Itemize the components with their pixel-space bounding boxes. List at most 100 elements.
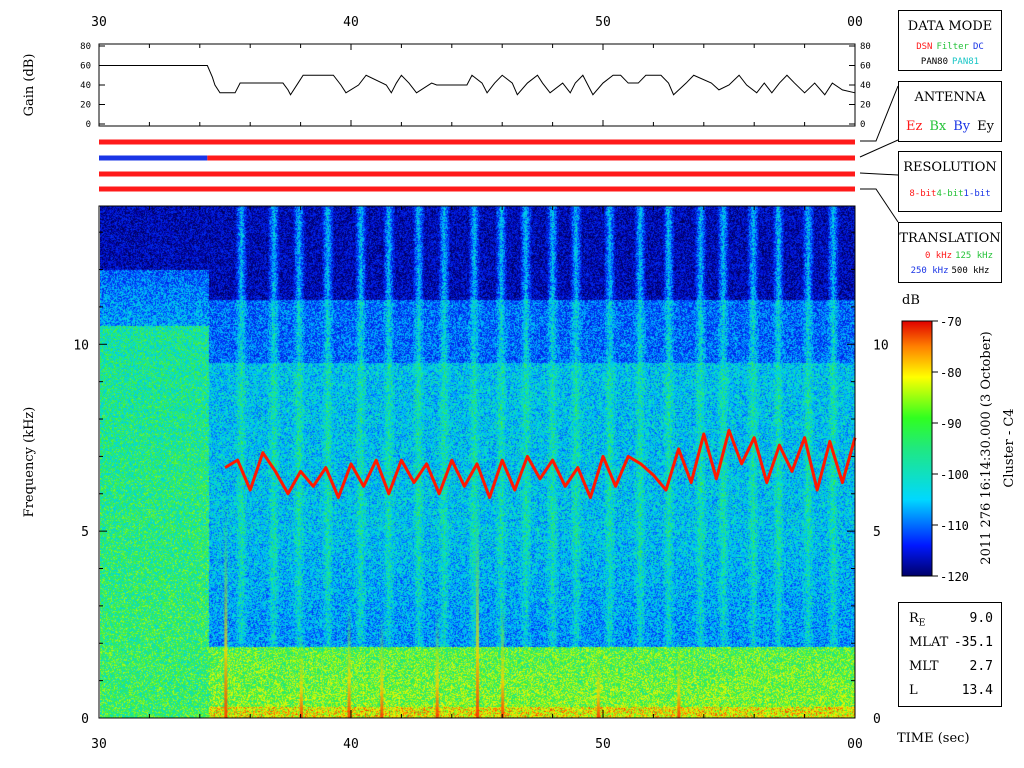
position-label: MLT [909, 659, 939, 674]
legend-entry: PAN81 [952, 57, 980, 67]
translation-row-1: 0 kHz 125 kHz [925, 251, 993, 261]
antenna-row: Ez Bx By Ey [899, 119, 1001, 134]
status-track-segment [99, 171, 855, 177]
legend-entry: 0 kHz [924, 251, 953, 261]
spectrogram-image [100, 206, 855, 718]
gain-tick-label: 80 [860, 42, 871, 52]
time-tick-label: 00 [847, 737, 863, 752]
status-tracks [99, 139, 856, 192]
frequency-tick-label: 10 [873, 338, 889, 353]
position-value: -35.1 [953, 635, 993, 650]
gain-tick-label: 40 [80, 81, 91, 91]
position-value: 9.0 [969, 611, 993, 626]
antenna-box: ANTENNA Ez Bx By Ey [898, 81, 1002, 142]
position-label: RE [909, 611, 925, 629]
gain-tick-label: 60 [80, 62, 91, 72]
frequency-tick-label: 10 [73, 338, 89, 353]
data-mode-box: DATA MODE DSN Filter DC PAN80 PAN81 [898, 10, 1002, 71]
legend-entry: DSN [916, 42, 933, 52]
colorbar-ticks: -70 -80 -90 -100 -110 -120 [932, 315, 969, 584]
data-mode-row-2: PAN80 PAN81 [899, 57, 1001, 67]
position-box: RE 9.0 MLAT -35.1 MLT 2.7 L 13.4 [898, 602, 1002, 707]
spectrogram-frame [98, 205, 856, 719]
connector-antenna [859, 139, 899, 158]
top-time-axis: 30 40 50 00 [91, 15, 863, 30]
frequency-tick-label: 5 [81, 525, 89, 540]
legend-entry: PAN80 [920, 57, 948, 67]
gain-right-ticks: 0 20 40 60 80 [849, 42, 871, 130]
position-label-text: MLT [909, 659, 939, 674]
status-track-segment [99, 155, 208, 161]
legend-connectors [859, 85, 899, 223]
connector-data-mode [860, 85, 899, 142]
position-label: MLAT [909, 635, 948, 650]
time-tick-label: 30 [91, 737, 107, 752]
gain-tick-label: 0 [860, 120, 865, 130]
gain-tick-label: 20 [860, 101, 871, 111]
legend-entry: 125 kHz [955, 251, 993, 261]
legend-entry: DC [972, 42, 984, 52]
resolution-row: 8-bit4-bit1-bit [899, 189, 1001, 199]
gain-time-ticks [98, 44, 856, 126]
spacecraft-caption: Cluster - C4 [1002, 408, 1017, 487]
date-caption: 2011 276 16:14:30.000 (3 October) [979, 331, 994, 564]
position-label-text: R [909, 611, 919, 626]
antenna-title: ANTENNA [914, 90, 986, 105]
top-time-tick-label: 50 [595, 15, 611, 30]
data-mode-title: DATA MODE [907, 19, 993, 34]
translation-row-2: 250 kHz 500 kHz [899, 266, 1001, 276]
status-track-segment [99, 139, 855, 145]
time-tick-label: 50 [595, 737, 611, 752]
frequency-axis-label: Frequency (kHz) [22, 407, 37, 518]
resolution-title: RESOLUTION [903, 160, 997, 175]
top-time-tick-label: 40 [343, 15, 359, 30]
gain-tick-label: 80 [80, 42, 91, 52]
colorbar-tick-label: -100 [940, 468, 969, 482]
colorbar-gradient [901, 320, 933, 577]
position-label-text: L [909, 683, 918, 698]
legend-entry: 500 kHz [951, 266, 990, 276]
top-time-tick-label: 00 [847, 15, 863, 30]
status-track-segment [99, 186, 855, 192]
frequency-tick-label: 0 [873, 712, 881, 727]
frequency-tick-label: 0 [81, 712, 89, 727]
time-tick-label: 40 [343, 737, 359, 752]
spectrogram-panel: 0 05 510 10 30 40 50 00 Frequency (kHz) TIME (… [22, 205, 970, 752]
translation-title: TRANSLATION [899, 231, 1001, 246]
gain-tick-label: 0 [86, 120, 91, 130]
position-label-text: MLAT [909, 635, 949, 650]
connector-translation [860, 188, 899, 223]
legend-entry: Filter [936, 42, 969, 52]
data-mode-row-1: DSN Filter DC [899, 42, 1001, 52]
status-track-segment [207, 155, 856, 161]
frequency-tick-label: 5 [873, 525, 881, 540]
position-label: L [909, 683, 918, 698]
position-label-subscript: E [918, 618, 926, 629]
legend-entry: Ey [977, 119, 994, 134]
gain-panel-frame [98, 43, 856, 127]
emission-line [224, 428, 857, 500]
colorbar: dB -70 -80 -90 -100 -110 -120 2011 276 16:14:… [901, 293, 1017, 584]
colorbar-tick-label: -70 [940, 315, 962, 329]
legend-entry: 4-bit [936, 189, 964, 199]
position-value: 2.7 [969, 659, 993, 674]
translation-box: TRANSLATION 0 kHz 125 kHz 250 kHz 500 kHz [898, 222, 1002, 283]
colorbar-tick-label: -120 [940, 570, 969, 584]
colorbar-tick-label: -110 [940, 519, 969, 533]
top-time-tick-label: 30 [91, 15, 107, 30]
time-axis-label: TIME (sec) [897, 731, 970, 746]
gain-tick-label: 40 [860, 81, 871, 91]
legend-entry: By [953, 119, 971, 134]
colorbar-unit: dB [902, 293, 920, 308]
position-value: 13.4 [961, 683, 993, 698]
legend-entry: 250 kHz [910, 266, 949, 276]
gain-axis-label: Gain (dB) [22, 54, 37, 117]
frequency-ticks: 0 0 5 5 10 10 [73, 231, 889, 727]
colorbar-tick-label: -90 [940, 417, 962, 431]
legend-entry: Bx [929, 119, 947, 134]
colorbar-tick-label: -80 [940, 366, 962, 380]
resolution-box: RESOLUTION 8-bit4-bit1-bit [898, 151, 1002, 212]
legend-entry: 8-bit [909, 189, 937, 199]
gain-tick-label: 20 [80, 101, 91, 111]
